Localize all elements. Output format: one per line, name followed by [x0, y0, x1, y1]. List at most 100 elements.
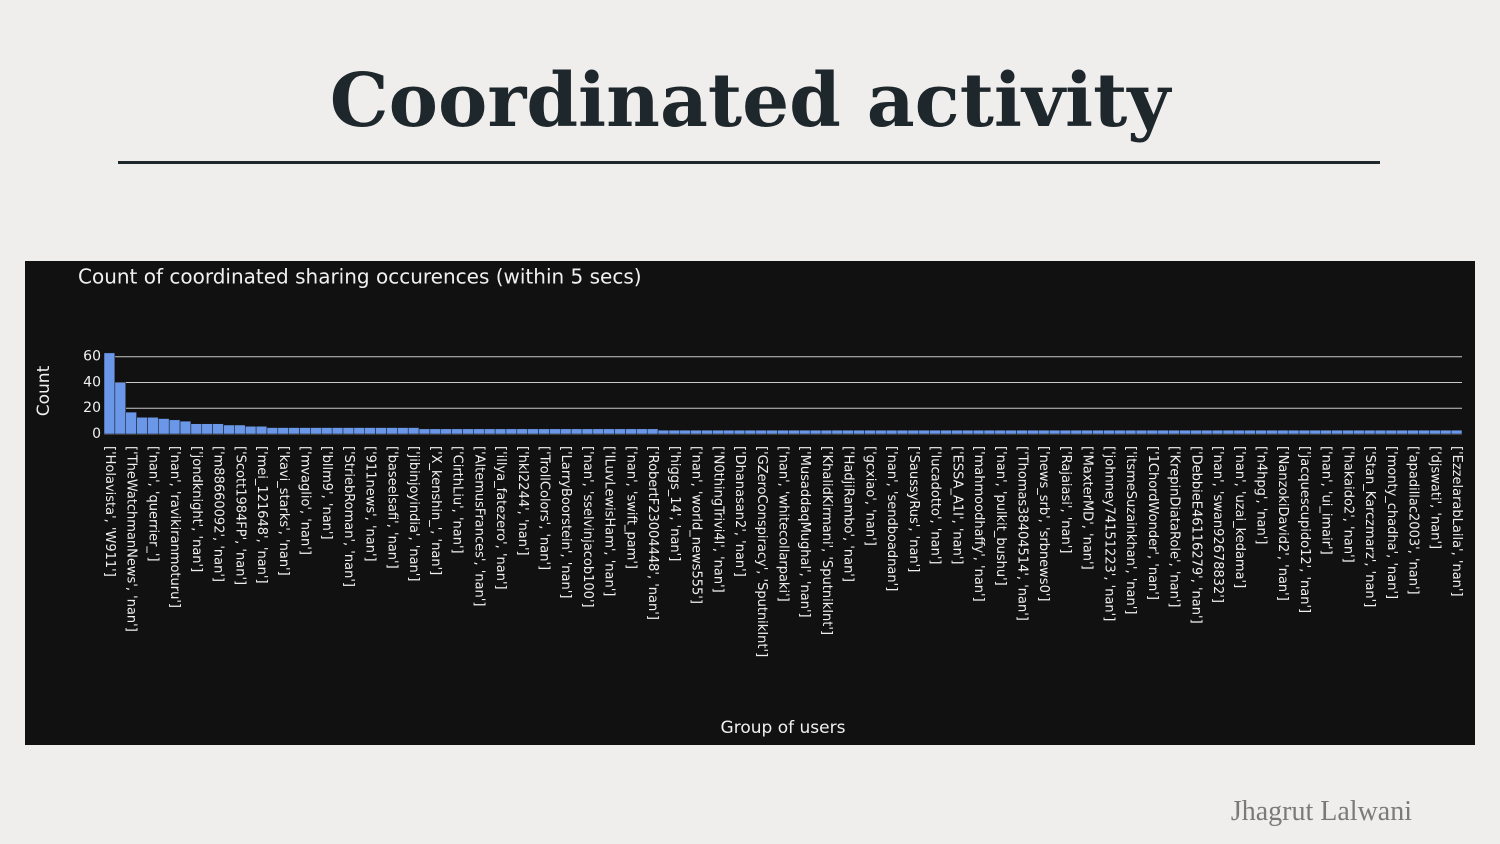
x-tick-label: ['mei_121648', 'nan'] — [254, 446, 269, 584]
bar — [103, 352, 116, 435]
bar — [1385, 429, 1398, 435]
bar — [744, 429, 757, 435]
bar — [831, 429, 844, 435]
y-tick-label: 60 — [83, 349, 101, 365]
bar — [701, 429, 713, 435]
bar — [168, 419, 181, 435]
bar — [951, 429, 963, 435]
bar — [353, 427, 365, 435]
bar — [657, 429, 670, 435]
x-tick-label: ['nan', 'whitecollarpaki'] — [776, 446, 791, 602]
bar — [636, 428, 648, 435]
y-tick-label: 0 — [92, 426, 101, 442]
x-tick-label: ['jacquescupido12', 'nan'] — [1297, 446, 1312, 613]
bar — [179, 420, 192, 435]
bar — [1320, 429, 1332, 435]
x-tick-label: ['Rajaiasi', 'nan'] — [1058, 446, 1073, 553]
bar — [1211, 429, 1224, 435]
bar — [266, 427, 279, 435]
bar — [940, 429, 952, 435]
x-tick-label: ['CirthLiu', 'nan'] — [450, 446, 465, 554]
bar — [842, 429, 854, 435]
bar — [1429, 429, 1441, 435]
x-tick-label: ['news_srb', 'srbnews0'] — [1036, 446, 1051, 602]
x-tick-label: ['Dhanasan2', 'nan'] — [732, 446, 747, 577]
bar — [397, 427, 409, 435]
bar — [994, 429, 1006, 435]
bar — [1440, 429, 1452, 435]
bar — [1287, 429, 1300, 435]
bar — [885, 429, 898, 435]
bar — [614, 428, 626, 435]
x-tick-label: ['DebbieE46116279', 'nan'] — [1188, 446, 1203, 624]
x-tick-label: ['ILuvLewisHam', 'nan'] — [602, 446, 617, 596]
x-tick-label: ['nan', 'world_news555'] — [689, 446, 704, 604]
bar — [1016, 429, 1028, 435]
bar — [788, 429, 800, 435]
bar — [1450, 429, 1463, 435]
bar — [1363, 429, 1376, 435]
x-tick-label: ['nan', 'ravikiranmoturu'] — [167, 446, 182, 608]
bar — [1124, 429, 1137, 435]
x-tick-label: ['bllm9', 'nan'] — [319, 446, 334, 540]
bar — [712, 429, 724, 435]
bar — [820, 429, 833, 435]
bar — [972, 429, 985, 435]
bar — [777, 429, 789, 435]
x-tick-label: ['X_kenshin_', 'nan'] — [428, 446, 443, 575]
bar — [1277, 429, 1289, 435]
bar — [1374, 429, 1387, 435]
x-tick-label: ['LarryBoorstein', 'nan'] — [558, 446, 573, 598]
x-tick-label: ['n4hpg', 'nan'] — [1254, 446, 1269, 544]
x-tick-label: ['RobertF23004448', 'nan'] — [645, 446, 660, 620]
bar — [679, 429, 691, 435]
bar — [592, 428, 604, 435]
x-tick-label: ['nan', 'querrier_'] — [145, 446, 160, 562]
bar — [429, 428, 442, 435]
x-tick-label: ['ESSA_A1I', 'nan'] — [949, 446, 964, 565]
author: Jhagrut Lalwani — [1230, 796, 1412, 827]
x-tick-label: ['mvaglio', 'nan'] — [297, 446, 312, 555]
bar — [1103, 429, 1115, 435]
bar — [1005, 429, 1017, 435]
bar — [1168, 429, 1180, 435]
bar — [310, 427, 322, 435]
bar — [1146, 429, 1159, 435]
x-tick-label: ['nan', 'uzai_kedama'] — [1232, 446, 1247, 588]
bar — [918, 429, 930, 435]
bar — [1114, 429, 1126, 435]
bar — [1157, 429, 1169, 435]
x-tick-label: ['itsmeSuzainkhan', 'nan'] — [1123, 446, 1138, 614]
bar — [407, 427, 420, 435]
bar — [983, 429, 996, 435]
bar — [799, 429, 811, 435]
bar — [1353, 429, 1365, 435]
bar — [1038, 429, 1050, 435]
x-tick-label: ['EzzelarabLaila', 'nan'] — [1449, 446, 1464, 597]
x-tick-label: ['GZeroConspiracy', 'SputnikInt'] — [754, 446, 769, 657]
bar — [549, 428, 561, 435]
x-tick-label: ['Stan_Karczmarz', 'nan'] — [1362, 446, 1377, 607]
bar — [1027, 429, 1039, 435]
bar — [462, 428, 474, 435]
x-tick-label: ['TrollColors', 'nan'] — [536, 446, 551, 570]
bar — [1309, 429, 1322, 435]
bar — [234, 424, 246, 435]
bar — [1059, 429, 1072, 435]
bar — [646, 428, 659, 435]
x-tick-label: ['N0thingTrivi4l', 'nan'] — [710, 446, 725, 593]
bar — [364, 427, 376, 435]
x-tick-label: ['johnney74151223', 'nan'] — [1101, 446, 1116, 621]
chart: Count of coordinated sharing occurences … — [25, 261, 1475, 745]
bar — [1201, 429, 1213, 435]
bar — [190, 423, 203, 435]
x-tick-label: ['HadjiRambo', 'nan'] — [841, 446, 856, 582]
bar — [342, 427, 355, 435]
x-tick-label: ['NanzokiDavid2', 'nan'] — [1275, 446, 1290, 601]
bar — [1244, 429, 1256, 435]
x-tick-label: ['nan', 'ui_imair'] — [1319, 446, 1334, 555]
x-tick-label: ['KrepinDiataRole', 'nan'] — [1167, 446, 1182, 608]
bar — [929, 429, 941, 435]
bar — [505, 428, 518, 435]
